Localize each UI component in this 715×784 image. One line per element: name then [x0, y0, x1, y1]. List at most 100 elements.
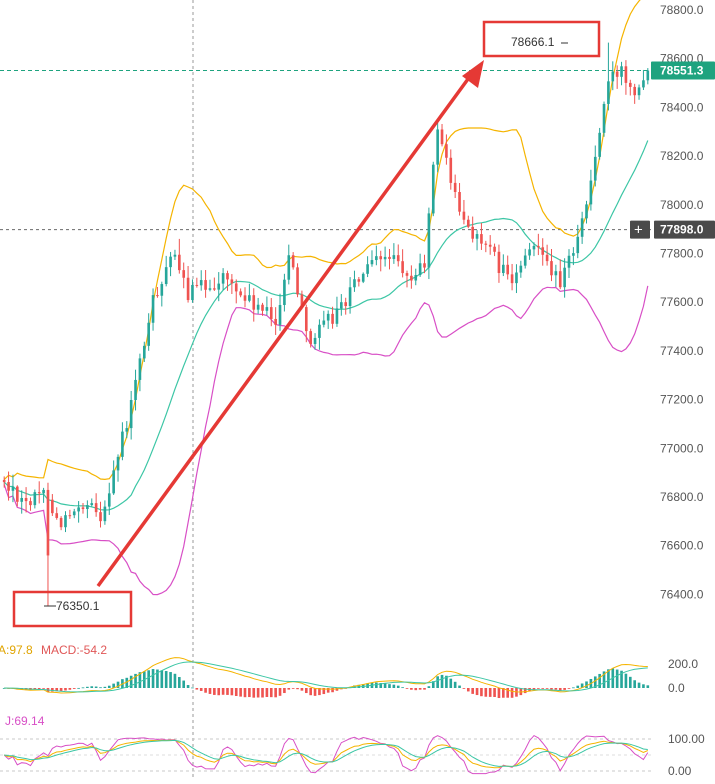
candle[interactable] — [129, 390, 133, 440]
candle[interactable] — [261, 302, 264, 316]
candle[interactable] — [173, 249, 177, 260]
candle[interactable] — [423, 254, 426, 274]
candle[interactable] — [33, 489, 37, 509]
candle[interactable] — [77, 501, 80, 523]
candle[interactable] — [427, 207, 431, 280]
candle[interactable] — [620, 61, 623, 86]
candle[interactable] — [523, 248, 527, 269]
price-axis[interactable]: 78800.078600.078400.078200.078000.077800… — [630, 3, 715, 601]
candle[interactable] — [480, 222, 483, 250]
candle[interactable] — [646, 68, 650, 85]
candle[interactable] — [453, 174, 457, 198]
candle[interactable] — [182, 262, 186, 289]
candle[interactable] — [243, 287, 247, 308]
candle[interactable] — [11, 474, 15, 503]
candle[interactable] — [86, 500, 89, 519]
candle[interactable] — [488, 235, 492, 255]
candle[interactable] — [291, 252, 295, 270]
candle[interactable] — [410, 265, 413, 289]
candle[interactable] — [125, 421, 129, 439]
candle[interactable] — [313, 333, 317, 350]
candle[interactable] — [234, 279, 238, 304]
candle[interactable] — [309, 328, 312, 348]
candle[interactable] — [589, 169, 593, 211]
candle[interactable] — [256, 297, 260, 314]
candle[interactable] — [528, 242, 531, 260]
candle[interactable] — [160, 281, 164, 307]
candle[interactable] — [46, 482, 50, 607]
plus-icon[interactable]: + — [634, 222, 643, 239]
candle[interactable] — [269, 298, 273, 327]
candle[interactable] — [392, 243, 396, 264]
candle[interactable] — [375, 245, 378, 266]
candle[interactable] — [624, 60, 628, 95]
candle[interactable] — [633, 83, 636, 104]
candle[interactable] — [191, 279, 194, 303]
candle[interactable] — [353, 270, 356, 292]
candle[interactable] — [37, 481, 41, 504]
candle[interactable] — [64, 511, 67, 533]
candle[interactable] — [248, 283, 251, 303]
candle[interactable] — [81, 502, 85, 514]
candle[interactable] — [287, 244, 291, 285]
candle[interactable] — [615, 65, 619, 89]
candle[interactable] — [532, 242, 536, 257]
candle[interactable] — [414, 268, 418, 286]
candle[interactable] — [431, 161, 435, 217]
candle[interactable] — [134, 369, 137, 411]
candle[interactable] — [226, 270, 229, 291]
candle[interactable] — [274, 307, 277, 335]
candle[interactable] — [239, 288, 242, 298]
candle[interactable] — [628, 79, 632, 96]
candle[interactable] — [252, 288, 256, 322]
candle[interactable] — [348, 277, 352, 314]
candle[interactable] — [541, 238, 545, 266]
candle[interactable] — [20, 490, 24, 514]
candle[interactable] — [164, 255, 168, 287]
candle[interactable] — [436, 119, 439, 173]
candle[interactable] — [466, 215, 470, 229]
candle[interactable] — [178, 238, 181, 274]
candle[interactable] — [567, 249, 571, 279]
candle[interactable] — [90, 498, 94, 507]
candle[interactable] — [471, 216, 474, 243]
candle[interactable] — [580, 211, 584, 244]
candle[interactable] — [611, 61, 615, 91]
candle[interactable] — [598, 127, 601, 160]
candle[interactable] — [366, 256, 369, 278]
candle[interactable] — [204, 270, 207, 298]
candle[interactable] — [502, 254, 505, 277]
candle[interactable] — [169, 251, 172, 277]
candle[interactable] — [572, 247, 575, 266]
macd-panel[interactable]: A:97.8 MACD:-54.2 200.0 0.0 — [0, 643, 698, 699]
candle[interactable] — [519, 260, 523, 278]
candle[interactable] — [462, 199, 466, 225]
candle[interactable] — [361, 272, 365, 284]
candle[interactable] — [304, 304, 308, 343]
candle[interactable] — [103, 500, 107, 525]
candle[interactable] — [208, 279, 212, 292]
candle[interactable] — [142, 341, 146, 362]
candle[interactable] — [230, 274, 234, 294]
candle[interactable] — [585, 200, 588, 224]
candle[interactable] — [147, 313, 150, 351]
candle[interactable] — [42, 487, 45, 503]
candle[interactable] — [326, 310, 330, 329]
candle[interactable] — [335, 296, 339, 327]
candle[interactable] — [401, 249, 404, 278]
candle[interactable] — [99, 501, 102, 528]
candle[interactable] — [7, 471, 10, 501]
candle[interactable] — [642, 69, 645, 90]
candle[interactable] — [344, 297, 348, 315]
candle[interactable] — [493, 243, 496, 257]
candle[interactable] — [72, 508, 76, 519]
candle[interactable] — [637, 84, 641, 100]
candle[interactable] — [506, 255, 510, 280]
candle[interactable] — [458, 183, 461, 216]
candle[interactable] — [405, 270, 409, 288]
candle[interactable] — [396, 244, 400, 267]
candle[interactable] — [29, 497, 32, 511]
candle[interactable] — [331, 306, 334, 329]
candle[interactable] — [186, 265, 190, 303]
